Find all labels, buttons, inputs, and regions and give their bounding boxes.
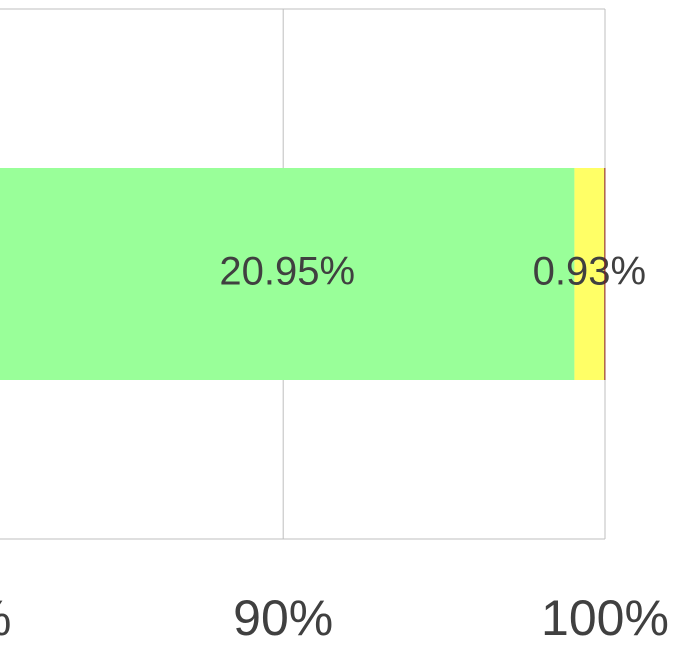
bar-segment	[604, 168, 606, 380]
bar-segment	[574, 168, 605, 380]
x-tick-label: 80%	[0, 590, 11, 646]
bar-segment	[0, 168, 575, 380]
data-label: 0.93%	[533, 250, 646, 294]
x-tick-label: 100%	[541, 590, 669, 646]
data-label: 20.95%	[219, 250, 355, 294]
x-tick-label: 90%	[233, 590, 333, 646]
